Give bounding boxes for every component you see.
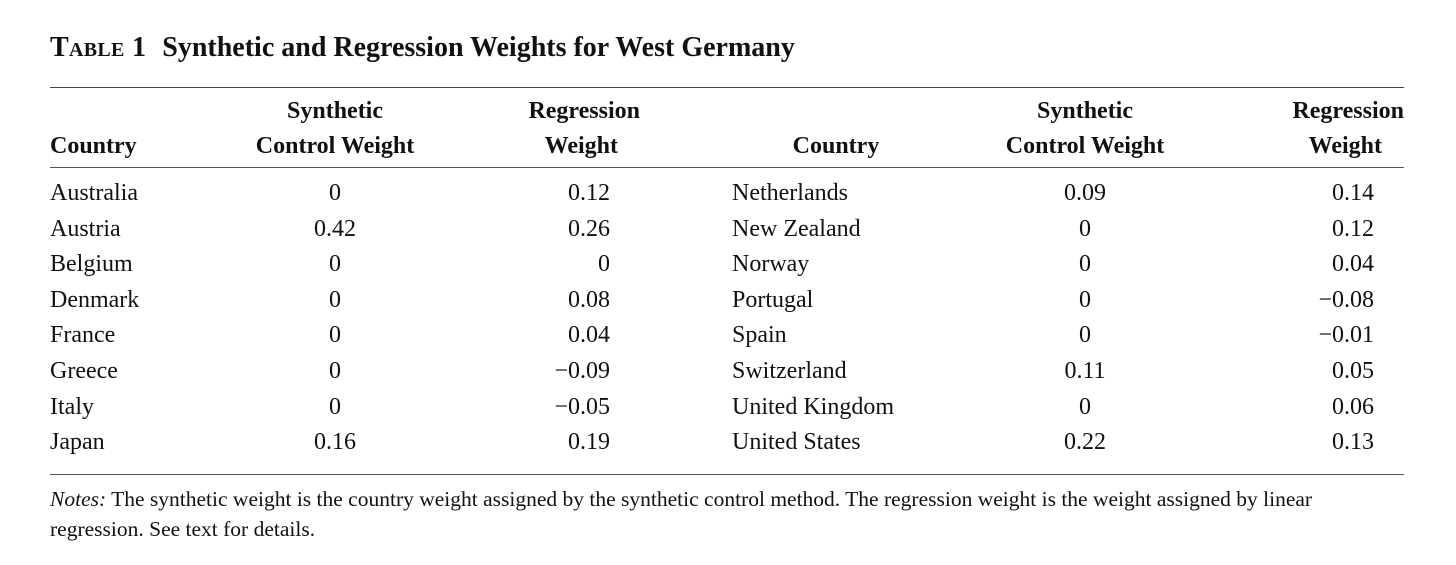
header-country-left: Country xyxy=(50,133,137,159)
country-name: France xyxy=(50,322,116,349)
country-name: Switzerland xyxy=(732,357,847,384)
table-row: Italy 0 −0.05 United Kingdom 0 0.06 xyxy=(50,390,1404,426)
regression-weight: 0.26 xyxy=(568,215,610,242)
synthetic-weight: 0 xyxy=(1079,393,1091,420)
header-synthetic-right: Synthetic Control Weight xyxy=(1005,98,1165,159)
country-name: United States xyxy=(732,429,861,456)
table-row: Belgium 0 0 Norway 0 0.04 xyxy=(50,247,1404,283)
table-row: Denmark 0 0.08 Portugal 0 −0.08 xyxy=(50,283,1404,319)
country-name: Belgium xyxy=(50,251,133,278)
synthetic-weight: 0.11 xyxy=(1064,357,1106,384)
header-rule xyxy=(50,167,1404,168)
synthetic-weight: 0 xyxy=(329,322,341,349)
country-name: Spain xyxy=(732,322,787,349)
synthetic-weight: 0.09 xyxy=(1064,180,1106,206)
country-name: Australia xyxy=(50,180,138,206)
table-row: Greece 0 −0.09 Switzerland 0.11 0.05 xyxy=(50,354,1404,390)
table-caption: Table 1 Synthetic and Regression Weights … xyxy=(50,28,1404,68)
table-title: Synthetic and Regression Weights for Wes… xyxy=(162,32,795,63)
bottom-rule xyxy=(50,474,1404,475)
regression-weight: −0.01 xyxy=(1318,322,1374,349)
synthetic-weight: 0 xyxy=(329,286,341,313)
regression-weight: 0.13 xyxy=(1332,429,1374,456)
header-regression-right: Regression Weight xyxy=(1292,98,1404,159)
regression-weight: 0.19 xyxy=(568,429,610,456)
table-notes: Notes: The synthetic weight is the count… xyxy=(50,484,1404,544)
synthetic-weight: 0.16 xyxy=(314,429,356,456)
regression-weight: 0.08 xyxy=(568,286,610,313)
notes-label: Notes: xyxy=(50,487,107,511)
table-row: Japan 0.16 0.19 United States 0.22 0.13 xyxy=(50,425,1404,461)
regression-weight: −0.09 xyxy=(554,357,610,384)
country-name: Netherlands xyxy=(732,180,848,206)
notes-text: The synthetic weight is the country weig… xyxy=(50,487,1313,541)
table-figure: Table 1 Synthetic and Regression Weights … xyxy=(50,28,1404,541)
regression-weight: 0.05 xyxy=(1332,357,1374,384)
header-synthetic-left: Synthetic Control Weight xyxy=(255,98,415,159)
synthetic-weight: 0 xyxy=(1079,322,1091,349)
country-name: Denmark xyxy=(50,286,140,313)
regression-weight: 0.12 xyxy=(1332,215,1374,242)
regression-weight: −0.08 xyxy=(1318,286,1374,313)
regression-weight: 0.12 xyxy=(568,180,610,206)
table-row: Austria 0.42 0.26 New Zealand 0 0.12 xyxy=(50,212,1404,248)
country-name: Japan xyxy=(50,429,105,456)
weights-table: Country Synthetic Control Weight Regressi… xyxy=(50,94,1404,461)
synthetic-weight: 0 xyxy=(329,393,341,420)
synthetic-weight: 0 xyxy=(329,357,341,384)
country-name: Italy xyxy=(50,393,94,420)
table-row: France 0 0.04 Spain 0 −0.01 xyxy=(50,318,1404,354)
synthetic-weight: 0 xyxy=(329,251,341,278)
header-regression-left: Regression Weight xyxy=(528,98,640,159)
country-name: United Kingdom xyxy=(732,393,894,420)
country-name: Austria xyxy=(50,215,121,242)
synthetic-weight: 0 xyxy=(1079,286,1091,313)
regression-weight: 0.06 xyxy=(1332,393,1374,420)
country-name: Norway xyxy=(732,251,810,278)
table-label: Table 1 xyxy=(50,32,147,63)
header-country-right: Country xyxy=(792,133,880,159)
country-name: New Zealand xyxy=(732,215,861,242)
top-rule xyxy=(50,87,1404,88)
synthetic-weight: 0 xyxy=(329,180,341,206)
regression-weight: 0.14 xyxy=(1332,180,1374,206)
regression-weight: 0 xyxy=(598,251,610,278)
table-row: Australia 0 0.12 Netherlands 0.09 0.14 xyxy=(50,164,1404,212)
country-name: Greece xyxy=(50,357,118,384)
synthetic-weight: 0.42 xyxy=(314,215,356,242)
regression-weight: 0.04 xyxy=(568,322,610,349)
header-row: Country Synthetic Control Weight Regressi… xyxy=(50,94,1404,164)
regression-weight: 0.04 xyxy=(1332,251,1374,278)
synthetic-weight: 0 xyxy=(1079,215,1091,242)
synthetic-weight: 0.22 xyxy=(1064,429,1106,456)
synthetic-weight: 0 xyxy=(1079,251,1091,278)
country-name: Portugal xyxy=(732,286,814,313)
regression-weight: −0.05 xyxy=(554,393,610,420)
